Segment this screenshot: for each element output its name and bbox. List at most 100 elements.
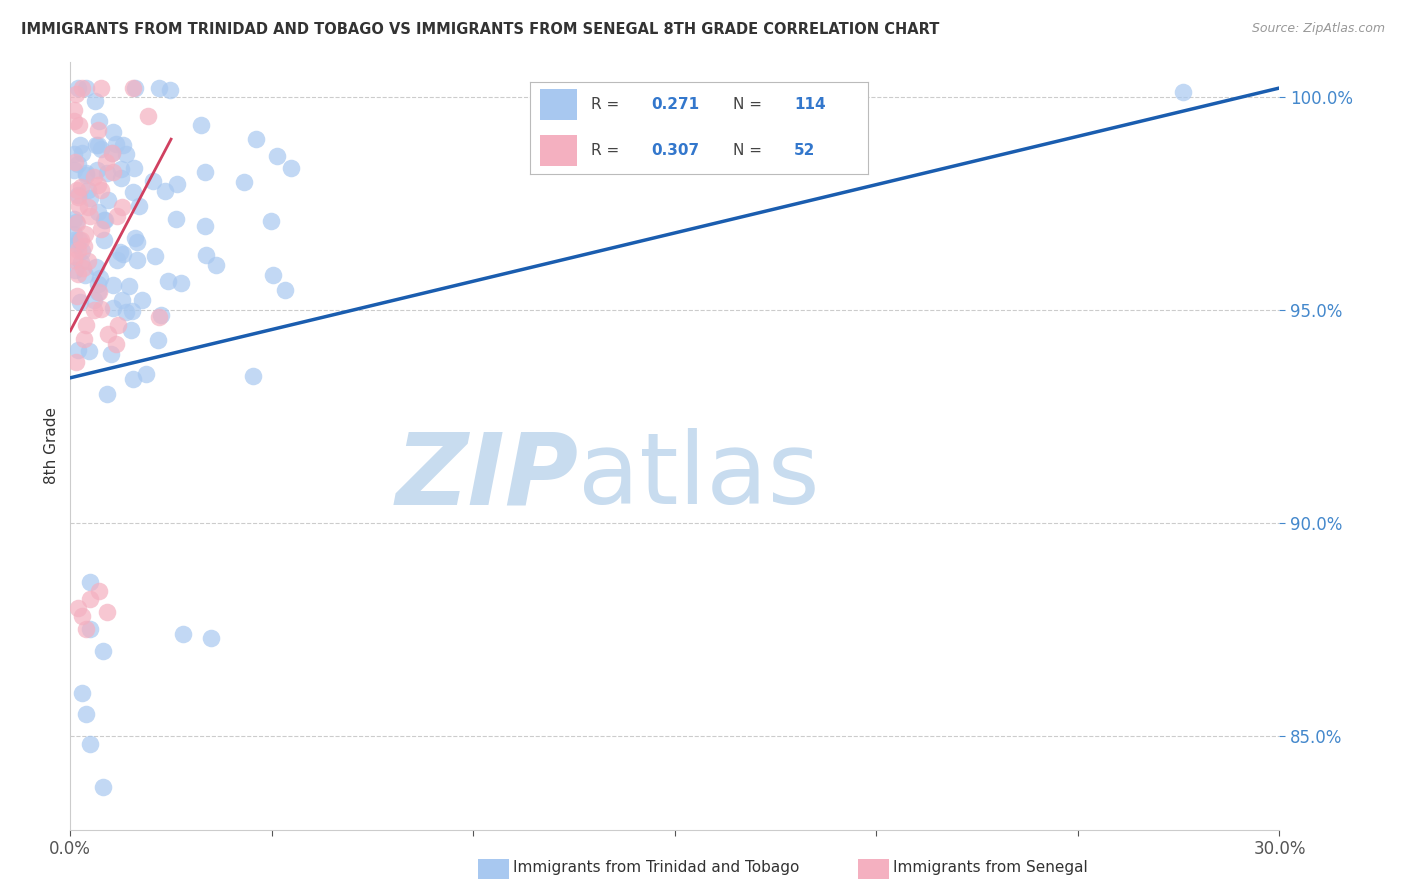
Point xyxy=(79,592,101,607)
Point xyxy=(67,233,90,247)
Point xyxy=(105,209,128,223)
Point xyxy=(72,686,94,700)
Point xyxy=(67,601,90,615)
Point xyxy=(166,177,188,191)
Point xyxy=(120,323,142,337)
Point xyxy=(66,81,89,95)
Point xyxy=(96,387,118,401)
Point xyxy=(63,155,86,169)
Point xyxy=(63,227,86,241)
Point xyxy=(233,175,256,189)
Point xyxy=(87,113,110,128)
Point xyxy=(63,147,86,161)
Point xyxy=(170,276,193,290)
Point xyxy=(87,277,110,292)
Point xyxy=(135,367,157,381)
Point xyxy=(97,193,120,207)
Point xyxy=(76,183,98,197)
Point xyxy=(100,145,122,160)
Point xyxy=(73,268,96,282)
Point xyxy=(84,94,107,108)
Point xyxy=(127,235,149,249)
Point xyxy=(86,205,108,219)
Point xyxy=(91,780,114,794)
Point xyxy=(66,238,89,252)
Point xyxy=(90,81,112,95)
Text: atlas: atlas xyxy=(578,428,820,525)
Text: Immigrants from Trinidad and Tobago: Immigrants from Trinidad and Tobago xyxy=(513,860,800,874)
Point xyxy=(110,161,132,176)
Point xyxy=(148,81,170,95)
Point xyxy=(122,81,145,95)
Point xyxy=(100,347,122,361)
Point xyxy=(72,145,94,160)
Point xyxy=(77,200,100,214)
Point xyxy=(66,216,89,230)
Point xyxy=(101,301,124,316)
Point xyxy=(89,270,111,285)
Point xyxy=(128,199,150,213)
Point xyxy=(121,303,143,318)
Point xyxy=(83,169,105,184)
Point xyxy=(111,293,134,307)
Point xyxy=(66,183,89,197)
Point xyxy=(63,212,86,227)
Point xyxy=(190,118,212,132)
Point xyxy=(73,239,96,253)
Point xyxy=(153,184,176,198)
Point xyxy=(87,583,110,598)
Point xyxy=(107,318,129,333)
Point xyxy=(274,283,297,297)
Y-axis label: 8th Grade: 8th Grade xyxy=(44,408,59,484)
Point xyxy=(105,337,128,351)
Point xyxy=(69,295,91,310)
Point xyxy=(108,245,131,260)
Point xyxy=(66,190,89,204)
Point xyxy=(96,165,118,179)
Point xyxy=(91,643,114,657)
Point xyxy=(86,163,108,178)
Point xyxy=(69,255,91,269)
Point xyxy=(148,310,170,324)
Point xyxy=(69,137,91,152)
Point xyxy=(101,125,124,139)
Point xyxy=(90,142,112,156)
Point xyxy=(87,123,110,137)
Point xyxy=(75,81,97,95)
Point xyxy=(63,253,86,268)
Point xyxy=(84,137,107,152)
Point xyxy=(76,253,98,268)
Point xyxy=(72,81,94,95)
Point xyxy=(205,258,228,272)
Point xyxy=(67,157,90,171)
Point xyxy=(90,222,112,236)
Point xyxy=(75,318,97,332)
Point xyxy=(118,279,141,293)
Point xyxy=(156,274,179,288)
Point xyxy=(75,622,97,636)
Point xyxy=(69,180,91,194)
Point xyxy=(104,136,127,151)
Point xyxy=(146,333,169,347)
Point xyxy=(150,308,173,322)
Point xyxy=(165,211,187,226)
Point xyxy=(142,174,165,188)
Point xyxy=(124,230,146,244)
Point xyxy=(67,199,90,213)
Point xyxy=(101,145,124,160)
Point xyxy=(72,260,94,275)
Point xyxy=(66,289,89,303)
Point xyxy=(101,165,124,179)
Point xyxy=(260,214,283,228)
Point xyxy=(66,343,89,358)
Point xyxy=(122,185,145,199)
Point xyxy=(1171,85,1194,99)
Point xyxy=(63,233,86,247)
Point xyxy=(103,278,125,293)
Point xyxy=(111,247,134,261)
Point xyxy=(75,168,97,182)
Point xyxy=(75,707,97,722)
Point xyxy=(65,87,87,101)
Point xyxy=(63,114,86,128)
Point xyxy=(96,605,118,619)
